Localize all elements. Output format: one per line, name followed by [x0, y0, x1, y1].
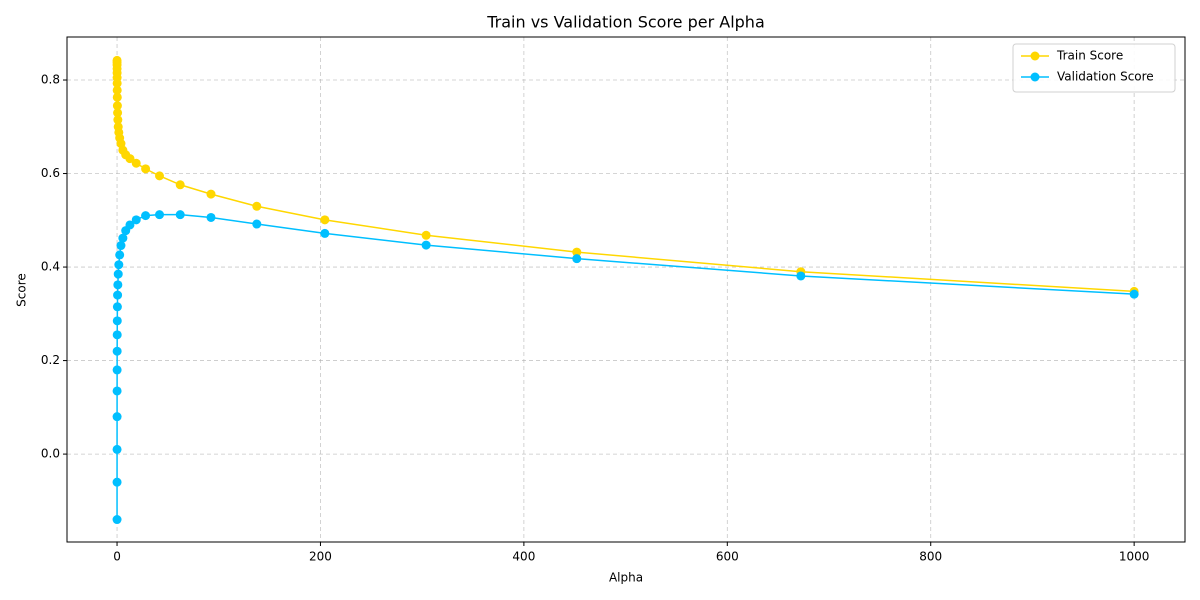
data-point: [421, 230, 431, 240]
data-point: [112, 386, 122, 396]
data-point: [113, 269, 123, 279]
data-point: [112, 365, 122, 375]
data-point: [112, 515, 122, 525]
data-point: [113, 290, 123, 300]
data-point: [206, 212, 216, 222]
series-line: [116, 60, 1135, 293]
x-tick-label: 1000: [1119, 550, 1150, 564]
y-tick-label: 0.0: [41, 447, 60, 461]
data-point: [252, 201, 262, 211]
data-point: [112, 412, 122, 422]
x-tick-label: 200: [309, 550, 332, 564]
legend-marker: [1030, 72, 1040, 82]
data-point: [572, 247, 582, 257]
data-point: [112, 85, 122, 95]
data-point: [796, 271, 806, 281]
chart-title: Train vs Validation Score per Alpha: [486, 13, 765, 32]
data-point: [155, 210, 165, 220]
y-tick-label: 0.4: [41, 260, 60, 274]
data-point: [112, 444, 122, 454]
data-point: [112, 330, 122, 340]
data-point: [175, 180, 185, 190]
data-point: [112, 477, 122, 487]
data-point: [112, 92, 122, 102]
data-point: [112, 346, 122, 356]
legend-box: [1012, 43, 1176, 93]
data-point: [421, 240, 431, 250]
data-point: [112, 101, 122, 111]
x-axis-label: Alpha: [609, 571, 643, 585]
data-point: [114, 260, 124, 270]
x-tick-label: 600: [716, 550, 739, 564]
data-point: [113, 115, 123, 125]
data-point: [141, 211, 151, 221]
data-point: [125, 154, 135, 164]
data-point: [113, 108, 123, 118]
x-tick-label: 0: [113, 550, 121, 564]
data-point: [141, 164, 151, 174]
data-point: [125, 220, 135, 230]
data-point: [112, 78, 122, 88]
y-tick-label: 0.2: [41, 353, 60, 367]
data-point: [112, 302, 122, 312]
y-tick-label: 0.6: [41, 166, 60, 180]
data-point: [175, 210, 185, 220]
legend-marker: [1030, 51, 1040, 61]
legend: Train Score Validation Score: [1012, 43, 1176, 93]
plot-frame: [66, 36, 1186, 543]
data-point: [131, 215, 141, 225]
data-point: [320, 215, 330, 225]
data-point: [252, 219, 262, 229]
data-point: [115, 250, 125, 260]
data-point: [572, 254, 582, 264]
data-point: [320, 228, 330, 238]
data-point: [206, 189, 216, 199]
y-tick-label: 0.8: [41, 73, 60, 87]
data-point: [116, 241, 126, 251]
series-line: [116, 213, 1135, 520]
data-point: [113, 280, 123, 290]
x-tick-label: 800: [919, 550, 942, 564]
data-point: [118, 233, 128, 243]
x-tick-label: 400: [512, 550, 535, 564]
data-point: [112, 316, 122, 326]
legend-label: Validation Score: [1057, 70, 1154, 84]
legend-label: Train Score: [1056, 49, 1123, 63]
data-point: [1129, 289, 1139, 299]
data-point: [155, 171, 165, 181]
data-point: [131, 158, 141, 168]
y-axis-label: Score: [15, 273, 29, 307]
